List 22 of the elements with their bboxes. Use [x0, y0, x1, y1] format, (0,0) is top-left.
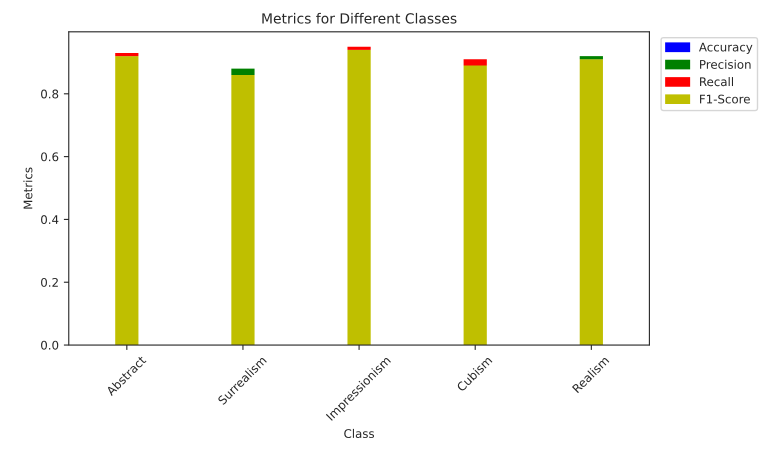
bar: [231, 74, 255, 346]
legend-label: Accuracy: [698, 42, 752, 54]
y-tick-label: 0.6: [41, 152, 58, 162]
x-axis-title: Class: [344, 428, 374, 438]
bar: [580, 59, 603, 346]
bar: [464, 59, 487, 66]
bar: [347, 50, 371, 346]
legend-label: Precision: [700, 60, 751, 69]
y-tick-label: 0.2: [41, 278, 58, 287]
y-tick-label: 0.0: [41, 340, 58, 350]
legend-label: Recall: [700, 77, 733, 86]
chart-title: Metrics for Different Classes: [262, 12, 456, 24]
bar: [580, 56, 603, 60]
bar: [115, 56, 138, 346]
y-tick-label: 0.8: [41, 90, 58, 98]
y-tick-label: 0.4: [41, 215, 58, 224]
bar: [231, 68, 255, 75]
legend-label: F1-Score: [700, 94, 750, 104]
bar: [347, 46, 371, 50]
bar: [115, 52, 138, 56]
y-axis-title: Metrics: [23, 168, 32, 209]
bar: [464, 66, 487, 346]
